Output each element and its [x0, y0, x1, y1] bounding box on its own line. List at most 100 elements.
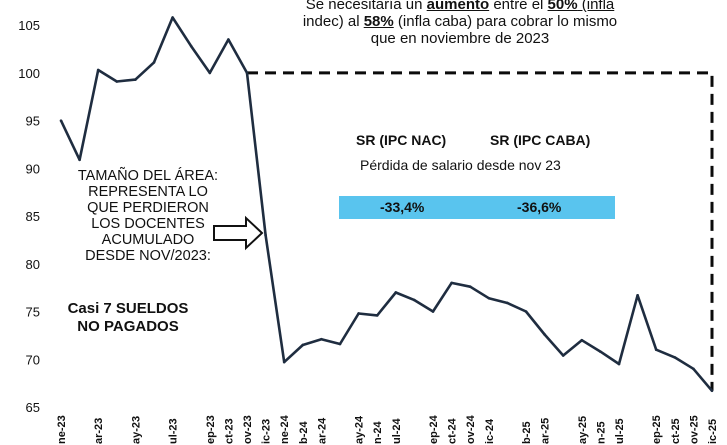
data-point — [115, 80, 119, 83]
x-tick-label: ov-24 — [465, 414, 477, 444]
area-note-line: LOS DOCENTES — [91, 216, 205, 232]
area-note: TAMAÑO DEL ÁREA: REPRESENTA LO QUE PERDI… — [48, 168, 248, 264]
data-point — [692, 367, 695, 371]
data-point — [636, 294, 639, 297]
data-points — [59, 16, 714, 393]
data-point — [245, 71, 249, 75]
data-point — [96, 68, 100, 72]
header-aumento: aumento — [426, 0, 490, 13]
x-tick-label: ep-23 — [205, 415, 217, 444]
x-tick-label: ep-24 — [428, 414, 440, 444]
sr-nac-label: SR (IPC NAC) — [356, 132, 447, 148]
header-note: Se necesitaría un aumento entre el 50% (… — [255, 0, 665, 47]
y-tick-label: 65 — [26, 400, 40, 415]
data-point — [320, 337, 323, 341]
data-point — [654, 348, 658, 352]
x-tick-label: b-25 — [521, 421, 533, 444]
area-note-line: DESDE NOV/2023: — [85, 248, 211, 264]
data-point — [468, 285, 472, 289]
x-axis-labels: ne-23 ar-23 ay-23 ul-23 ep-23 ct-23 ov-23 ic-23… — [56, 414, 719, 444]
data-point — [208, 71, 212, 75]
data-point — [487, 296, 491, 300]
header-line1-mid: entre el — [489, 0, 548, 13]
y-axis-labels: 65 70 75 80 85 90 95 100 105 — [18, 18, 40, 415]
data-point — [599, 350, 602, 353]
arrow-right-icon — [213, 215, 264, 251]
data-point — [59, 119, 63, 122]
x-tick-label: ar-25 — [540, 418, 552, 444]
x-tick-label: ct-25 — [670, 418, 682, 444]
data-point — [543, 333, 546, 336]
data-point — [561, 354, 565, 357]
x-tick-label: ep-25 — [651, 415, 663, 444]
y-tick-label: 105 — [18, 18, 40, 33]
data-point — [227, 38, 230, 41]
x-tick-label: ar-23 — [93, 418, 105, 444]
data-point — [413, 298, 416, 302]
data-point — [506, 301, 509, 305]
unpaid-line: Casi 7 SUELDOS — [67, 300, 189, 317]
series-line — [59, 16, 713, 392]
x-tick-label: b-24 — [298, 421, 310, 445]
x-tick-label: ul-24 — [391, 417, 403, 444]
y-tick-label: 80 — [26, 257, 40, 272]
y-tick-label: 70 — [26, 352, 40, 367]
loss-bar — [339, 196, 615, 219]
x-tick-label: ov-25 — [688, 415, 700, 444]
data-point — [134, 78, 137, 81]
x-tick-label: ay-23 — [130, 416, 142, 444]
header-pct-indec: 50% — [547, 0, 578, 13]
data-point — [78, 158, 81, 162]
data-point — [710, 389, 714, 393]
x-tick-label: n-25 — [595, 421, 607, 444]
header-line2-pre: indec) al — [302, 13, 364, 30]
loss-subtitle: Pérdida de salario desde nov 23 — [360, 157, 561, 173]
x-tick-label: ct-23 — [223, 418, 235, 444]
x-tick-label: ct-24 — [447, 417, 459, 444]
data-point — [357, 312, 360, 315]
data-point — [282, 360, 286, 364]
header-line2-post: (infla caba) para cobrar lo mismo — [393, 13, 618, 30]
data-point — [152, 61, 156, 64]
y-tick-label: 100 — [18, 66, 40, 81]
data-point — [189, 44, 193, 48]
data-point — [524, 310, 528, 313]
y-tick-label: 90 — [26, 161, 40, 176]
header-line1-pre: Se necesitaría un — [305, 0, 427, 13]
data-point — [673, 356, 677, 359]
loss-caba-value: -36,6% — [517, 199, 562, 215]
data-point — [338, 342, 342, 346]
x-tick-label: ic-23 — [261, 419, 273, 444]
x-tick-label: ne-23 — [56, 415, 68, 444]
data-point — [375, 314, 379, 317]
data-point — [264, 233, 267, 237]
data-point — [431, 310, 435, 313]
area-note-line: TAMAÑO DEL ÁREA: — [77, 168, 219, 184]
x-tick-label: ic-24 — [484, 418, 496, 444]
unpaid-line: NO PAGADOS — [77, 318, 179, 335]
header-pct-caba: 58% — [363, 13, 394, 30]
x-tick-label: ov-23 — [242, 415, 254, 444]
area-note-line: REPRESENTA LO — [88, 184, 208, 200]
x-tick-label: ul-23 — [168, 418, 180, 444]
data-point — [171, 16, 174, 19]
reference-dashed-line — [247, 71, 714, 391]
x-tick-label: ay-25 — [577, 416, 589, 444]
area-note-line: ACUMULADO — [101, 232, 195, 248]
y-tick-label: 75 — [26, 305, 40, 320]
sr-caba-label: SR (IPC CABA) — [490, 132, 591, 148]
header-line3: que en noviembre de 2023 — [370, 30, 550, 47]
x-tick-label: ar-24 — [316, 417, 328, 444]
data-point — [617, 362, 621, 366]
x-tick-label: ul-25 — [614, 418, 626, 444]
y-tick-label: 95 — [26, 114, 40, 129]
x-tick-label: n-24 — [372, 421, 384, 445]
y-tick-label: 85 — [26, 209, 40, 224]
x-tick-label: ne-24 — [279, 414, 291, 444]
data-point — [580, 338, 584, 342]
loss-nac-value: -33,4% — [380, 199, 425, 215]
data-point — [394, 291, 398, 294]
x-tick-label: ic-25 — [707, 419, 719, 444]
area-note-line: QUE PERDIERON — [87, 200, 209, 216]
